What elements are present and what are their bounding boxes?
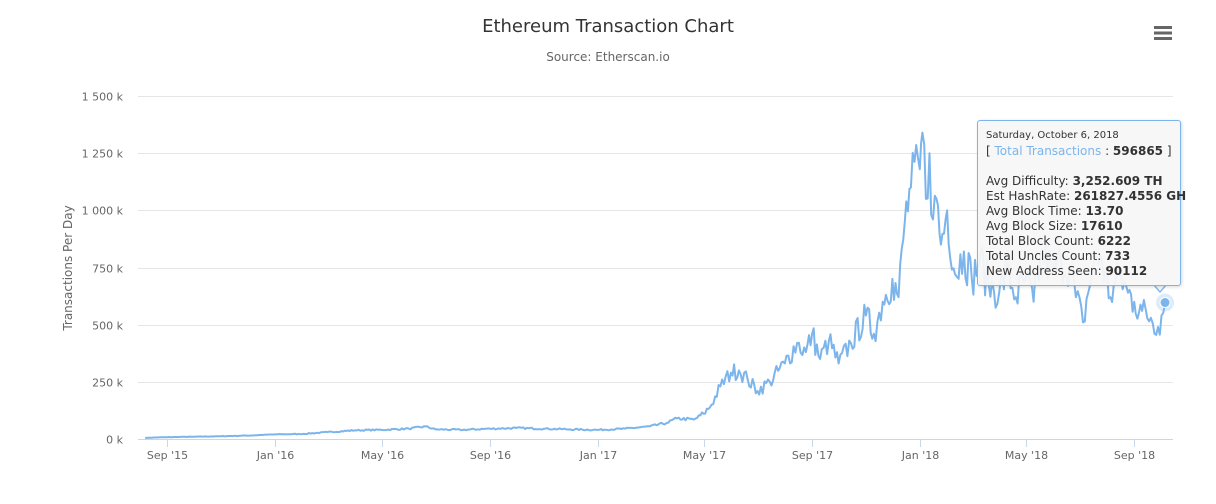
series-group [145,131,1175,439]
tooltip-series-name: Total Transactions [994,144,1102,158]
tooltip-row: Total Uncles Count: 733 [986,249,1172,264]
series-line-total-transactions[interactable] [145,131,1167,439]
hover-point-marker[interactable] [1159,297,1171,309]
tooltip-row-value: 261827.4556 GH [1073,189,1187,203]
y-tick-label: 1 500 k [82,91,124,104]
x-tick-label: Sep '18 [1114,449,1155,462]
y-axis-title: Transactions Per Day [61,205,75,331]
tooltip-row: Total Block Count: 6222 [986,234,1172,249]
x-tick-label: Sep '16 [470,449,511,462]
tooltip-row: Est HashRate: 261827.4556 GH [986,189,1186,204]
x-tick-label: May '18 [1005,449,1048,462]
x-tick-label: May '17 [683,449,726,462]
chart-subtitle: Source: Etherscan.io [546,50,670,64]
tooltip-series-value: 596865 [1112,144,1164,158]
y-tick-label: 0 k [106,434,123,447]
tooltip-row-value: 733 [1105,249,1131,263]
x-tick-label: Jan '18 [901,449,939,462]
tooltip-row-label: Avg Difficulty: [986,174,1069,188]
tooltip-row: Avg Block Size: 17610 [986,219,1172,234]
hamburger-menu-icon[interactable] [1148,20,1178,46]
x-tick-label: Jan '16 [256,449,294,462]
tooltip-row-label: Avg Block Size: [986,219,1077,233]
tooltip-arrow-inner [1154,284,1166,291]
x-tick-label: Sep '17 [792,449,833,462]
y-tick-label: 1 000 k [82,205,124,218]
tooltip-row-value: 90112 [1105,264,1148,278]
x-tick-label: May '16 [361,449,404,462]
tooltip-row-label: Total Block Count: [986,234,1094,248]
tooltip-row-value: 17610 [1080,219,1123,233]
tooltip-row-label: New Address Seen: [986,264,1102,278]
tooltip-date: Saturday, October 6, 2018 [986,130,1119,141]
tooltip-row-value: 13.70 [1085,204,1124,218]
chart-title: Ethereum Transaction Chart [482,16,734,37]
y-tick-label: 1 250 k [82,148,124,161]
tooltip-row: Avg Difficulty: 3,252.609 TH [986,174,1172,189]
x-tick-label: Jan '17 [579,449,617,462]
tooltip-series-line: [ Total Transactions : 596865 ] [986,144,1172,158]
x-tick-label: Sep '15 [147,449,188,462]
y-tick-label: 250 k [92,377,123,390]
tooltip-row: New Address Seen: 90112 [986,264,1172,279]
y-tick-label: 750 k [92,263,123,276]
x-axis: Sep '15 Jan '16 May '16 Sep '16 Jan '17 May '… [147,439,1155,462]
tooltip-row-label: Total Uncles Count: [986,249,1102,263]
data-tooltip: Saturday, October 6, 2018 [ Total Transa… [977,120,1186,286]
tooltip-row: Avg Block Time: 13.70 [986,204,1172,219]
y-axis: 0 k 250 k 500 k 750 k 1 000 k 1 250 k 1 500 k [82,91,124,447]
tooltip-row-label: Est HashRate: [986,189,1071,203]
y-tick-label: 500 k [92,320,123,333]
tooltip-row-label: Avg Block Time: [986,204,1082,218]
tooltip-row-value: 6222 [1097,234,1132,248]
tooltip-row-value: 3,252.609 TH [1072,174,1163,188]
